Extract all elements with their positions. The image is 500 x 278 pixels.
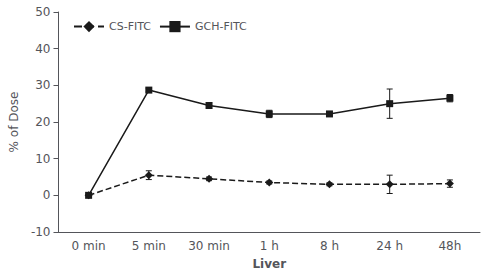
svg-text:30: 30 bbox=[35, 78, 50, 92]
svg-text:20: 20 bbox=[35, 115, 50, 129]
svg-text:10: 10 bbox=[35, 152, 50, 166]
svg-text:GCH-FITC: GCH-FITC bbox=[195, 20, 247, 33]
svg-text:-10: -10 bbox=[31, 225, 51, 239]
svg-text:CS-FITC: CS-FITC bbox=[109, 20, 151, 33]
svg-text:50: 50 bbox=[35, 5, 50, 19]
svg-text:0 min: 0 min bbox=[72, 239, 106, 253]
svg-text:40: 40 bbox=[35, 42, 50, 56]
svg-text:1 h: 1 h bbox=[260, 239, 279, 253]
svg-text:24 h: 24 h bbox=[376, 239, 403, 253]
svg-text:5 min: 5 min bbox=[132, 239, 166, 253]
svg-text:30 min: 30 min bbox=[188, 239, 230, 253]
svg-text:48h: 48h bbox=[438, 239, 461, 253]
svg-text:0: 0 bbox=[43, 188, 51, 202]
svg-text:% of Dose: % of Dose bbox=[7, 92, 21, 153]
svg-text:Liver: Liver bbox=[252, 257, 286, 271]
svg-text:8 h: 8 h bbox=[320, 239, 339, 253]
